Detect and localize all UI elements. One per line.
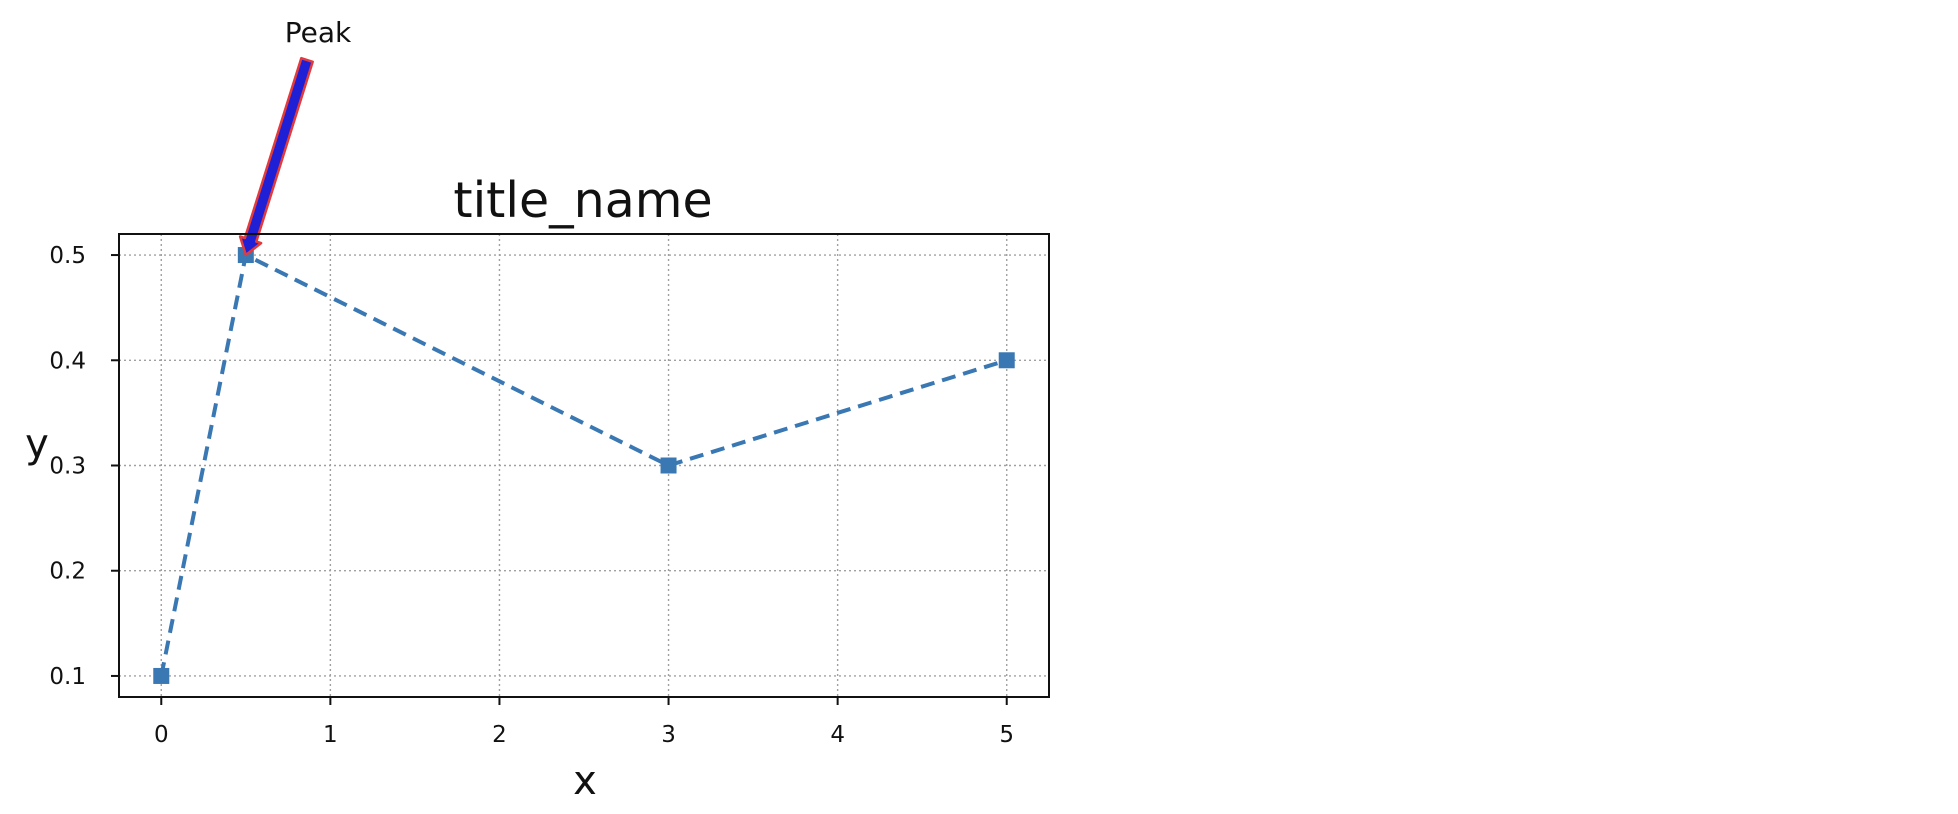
data-point-marker: [660, 457, 677, 474]
y-tick-label: 0.3: [49, 454, 86, 480]
y-ticks: 0.1 0.2 0.3 0.4 0.5: [49, 243, 119, 690]
y-tick-label: 0.4: [49, 348, 86, 374]
y-tick-label: 0.2: [49, 559, 86, 585]
x-tick-label: 3: [661, 722, 676, 748]
series-line: [159, 253, 1008, 677]
x-tick-label: 2: [492, 722, 507, 748]
x-axis-label: x: [573, 758, 597, 804]
chart-title: title_name: [453, 172, 712, 229]
x-ticks: 0 1 2 3 4 5: [154, 697, 1014, 748]
annotation-label: Peak: [285, 16, 352, 49]
x-tick-label: 0: [154, 722, 169, 748]
x-tick-label: 1: [323, 722, 338, 748]
plot-area: [118, 233, 1050, 698]
x-tick-label: 5: [999, 722, 1014, 748]
annotation-arrow: [238, 56, 314, 257]
x-tick-label: 4: [830, 722, 845, 748]
y-tick-label: 0.5: [49, 243, 86, 269]
y-tick-label: 0.1: [49, 664, 86, 690]
annotation-layer: Peak: [238, 16, 352, 257]
data-point-marker: [153, 667, 170, 684]
y-axis-label: y: [25, 421, 49, 467]
data-point-marker: [998, 352, 1015, 369]
